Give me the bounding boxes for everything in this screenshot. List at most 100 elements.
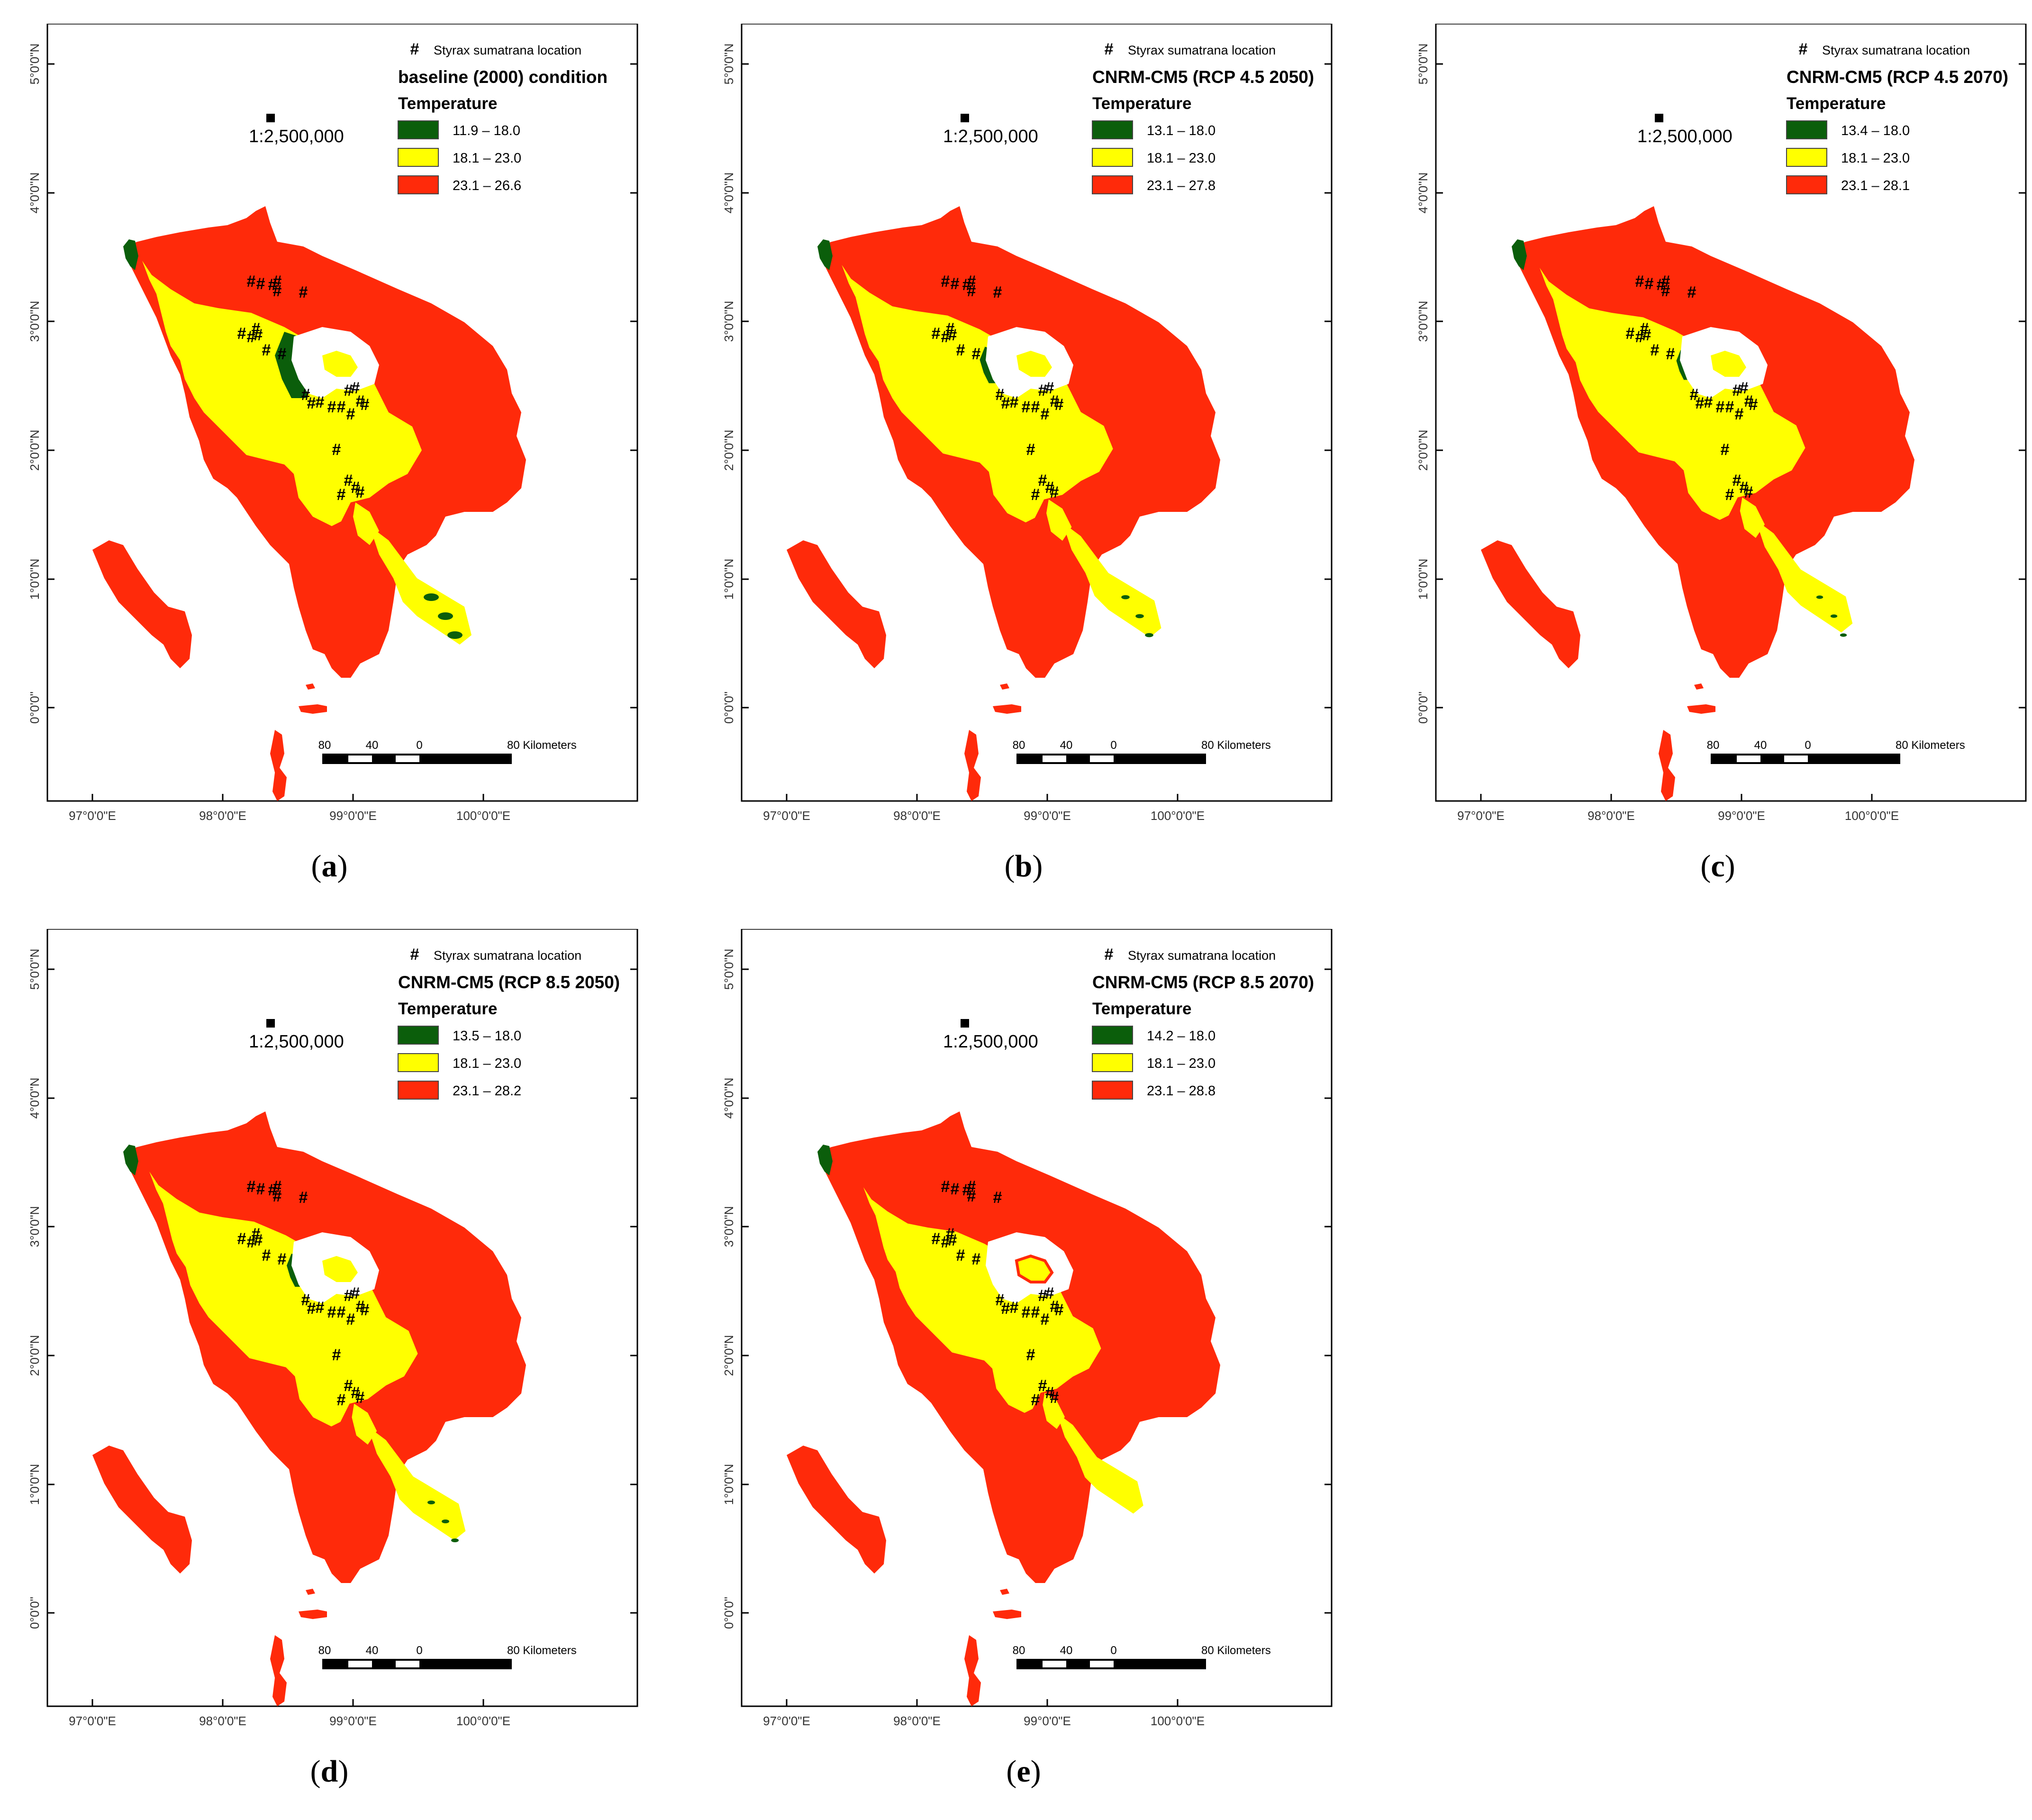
land-class-cool [438,612,453,620]
legend-swatch [1786,120,1827,139]
latitude-label: 1°0'0"N [723,1464,736,1505]
styrax-location-marker: # [1696,394,1705,412]
styrax-location-marker: # [273,282,282,300]
legend-class-label: 23.1 – 28.8 [1147,1083,1216,1099]
scale-bar-label: 80 Kilometers [1201,739,1271,752]
scale-bar-label: 40 [1060,739,1073,752]
styrax-location-marker: # [941,1233,950,1251]
styrax-location-marker: # [1704,393,1713,411]
styrax-location-marker: # [951,275,960,293]
styrax-location-marker: # [1041,405,1050,423]
legend-point-symbol: # [410,40,419,58]
map-panel-c: 5°0'0"N 4°0'0"N 3°0'0"N 2°0'0"N 1°0'0"N 0°0'0… [1417,24,2028,915]
scenario-title: CNRM-CM5 (RCP 4.5 2050) [1092,67,1314,87]
scale-bar-label: 0 [1110,739,1116,752]
land-class-cool [424,593,439,601]
longitude-label: 99°0'0"E [1024,1714,1071,1728]
styrax-location-marker: # [1744,392,1753,410]
styrax-location-marker: # [332,441,341,459]
legend-point-label: Styrax sumatrana location [434,948,581,963]
land-class-warm [1000,683,1009,690]
land-class-cool [447,631,463,639]
styrax-location-marker: # [1031,1303,1040,1321]
styrax-location-marker: # [361,396,370,414]
land-class-mid [353,502,379,545]
map-scale-text: 1:2,500,000 [1637,127,1733,146]
legend-swatch [398,175,439,194]
land-class-warm [1481,540,1580,668]
styrax-location-marker: # [1725,486,1734,504]
styrax-location-marker: # [1041,1310,1050,1329]
styrax-location-marker: # [1045,1284,1054,1302]
legend-point-label: Styrax sumatrana location [1128,43,1276,57]
land-class-warm [787,1446,886,1574]
legend-point-symbol: # [410,946,419,964]
styrax-location-marker: # [1626,325,1635,343]
legend-heading: Temperature [1092,1000,1191,1018]
latitude-label: 1°0'0"N [723,559,736,600]
latitude-label: 3°0'0"N [28,1206,42,1247]
styrax-location-marker: # [948,326,957,344]
land-class-mid [1540,268,1805,520]
legend-swatch [398,1081,439,1100]
legend-point-label: Styrax sumatrana location [1128,948,1276,963]
land-class-mid [1057,1413,1143,1514]
land-class-warm [993,1610,1021,1619]
styrax-location-marker: # [1010,1299,1019,1317]
styrax-location-marker: # [1642,326,1651,344]
latitude-label: 5°0'0"N [28,949,42,990]
styrax-location-marker: # [962,276,971,294]
latitude-label: 5°0'0"N [28,44,42,85]
styrax-location-marker: # [351,1284,360,1302]
scale-bar-label: 0 [416,1644,422,1657]
styrax-location-marker: # [1055,396,1064,414]
map-svg: 5°0'0"N 4°0'0"N 3°0'0"N 2°0'0"N 1°0'0"N 0°0'0… [723,929,1333,1728]
styrax-location-marker: # [254,326,263,344]
scale-bar-label: 40 [1754,739,1767,752]
styrax-location-marker: # [967,282,976,300]
scale-bar-label: 80 [318,739,331,752]
styrax-location-marker: # [1725,398,1734,416]
styrax-location-marker: # [1031,398,1040,416]
legend-swatch [1092,1053,1133,1072]
land-class-mid [1062,522,1161,637]
land-class-warm [1000,1589,1009,1595]
longitude-label: 100°0'0"E [1151,809,1205,823]
styrax-location-marker: # [237,1230,246,1248]
map-scale-text: 1:2,500,000 [249,1032,344,1052]
styrax-location-marker: # [252,320,261,338]
styrax-location-marker: # [247,273,256,291]
legend-class-label: 11.9 – 18.0 [453,123,520,138]
panel-label-b: (b) [1004,849,1043,883]
legend-heading: Temperature [398,94,497,113]
styrax-location-marker: # [299,283,308,301]
map-svg: 5°0'0"N 4°0'0"N 3°0'0"N 2°0'0"N 1°0'0"N 0°0'0… [28,24,638,823]
scale-bar-label: 40 [366,739,379,752]
map-svg: 5°0'0"N 4°0'0"N 3°0'0"N 2°0'0"N 1°0'0"N 0°0'0… [723,24,1333,823]
scale-marker-icon [1655,114,1663,122]
legend-class-label: 14.2 – 18.0 [1147,1028,1216,1044]
map-panel-a: 5°0'0"N 4°0'0"N 3°0'0"N 2°0'0"N 1°0'0"N 0°0'0… [28,24,640,915]
map-scale-text: 1:2,500,000 [943,1032,1038,1052]
styrax-location-marker: # [1031,486,1040,504]
styrax-location-marker: # [967,273,976,291]
scale-bar-label: 0 [416,739,422,752]
styrax-location-marker: # [351,1384,360,1402]
legend-point-label: Styrax sumatrana location [434,43,581,57]
styrax-location-marker: # [278,1250,287,1268]
scale-marker-icon [266,1019,275,1028]
map-svg: 5°0'0"N 4°0'0"N 3°0'0"N 2°0'0"N 1°0'0"N 0°0'0… [1417,24,2027,823]
styrax-location-marker: # [356,392,365,410]
land-class-cool [427,1501,435,1504]
panel-label-c: (c) [1700,849,1735,883]
legend-swatch [1786,148,1827,167]
longitude-label: 99°0'0"E [329,809,377,823]
styrax-location-marker: # [996,386,1005,404]
styrax-location-marker: # [1050,483,1059,501]
lake-island [1016,351,1052,377]
legend-class-label: 18.1 – 23.0 [1147,1056,1216,1071]
longitude-label: 97°0'0"E [763,809,810,823]
land-class-warm [964,1635,981,1706]
scale-marker-icon [961,114,969,122]
map-scale-text: 1:2,500,000 [943,127,1038,146]
